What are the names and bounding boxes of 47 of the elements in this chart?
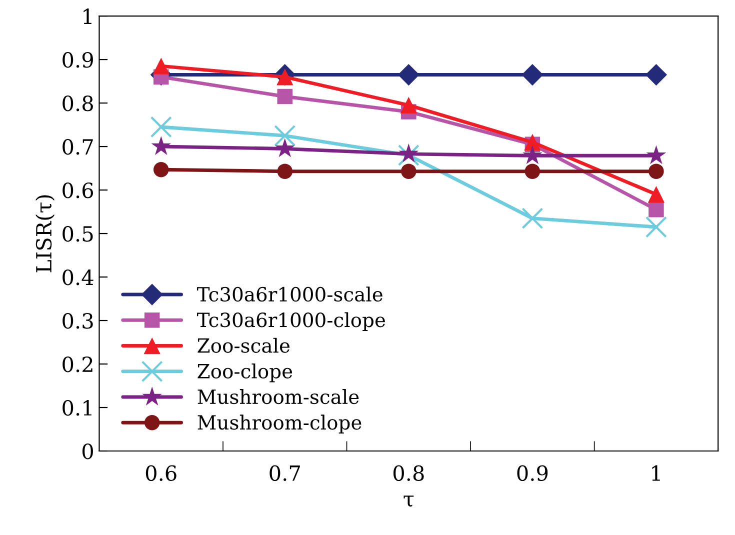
point — [153, 162, 169, 178]
legend-label: Mushroom-scale — [198, 389, 359, 404]
y-axis-title: LISR(τ) — [36, 195, 55, 272]
point — [648, 164, 664, 179]
y-tick-label: 0.5 — [62, 226, 93, 242]
point — [150, 116, 172, 138]
y-tick-label: 0.9 — [62, 52, 93, 68]
point — [648, 202, 664, 218]
point — [524, 164, 540, 179]
legend-label: Mushroom-clope — [198, 414, 362, 434]
x-tick-label: 0.7 — [270, 465, 300, 482]
y-tick-label: 0.8 — [62, 95, 93, 112]
point — [522, 208, 544, 230]
point — [645, 64, 668, 86]
point — [274, 124, 296, 146]
x-tick-label: 0.8 — [393, 465, 424, 482]
point — [648, 186, 665, 203]
point — [645, 216, 667, 238]
y-tick-label: 0.2 — [62, 356, 92, 372]
legend-label: Zoo-clope — [198, 363, 292, 382]
x-tick-label: 0.6 — [146, 465, 176, 482]
x-tick-label: 0.9 — [517, 465, 548, 482]
y-tick-label: 0.1 — [62, 400, 92, 416]
point — [522, 64, 544, 86]
y-tick-label: 0.7 — [62, 138, 93, 155]
point — [151, 136, 172, 155]
point — [274, 138, 295, 158]
legend-label: Tc30a6r1000-clope — [196, 312, 386, 332]
y-tick-label: 0.4 — [62, 269, 94, 286]
x-axis-title: τ — [404, 496, 414, 507]
point — [524, 134, 541, 151]
legend-label: Tc30a6r1000-scale — [196, 286, 382, 302]
point — [401, 164, 416, 179]
point — [277, 88, 293, 104]
point — [400, 96, 417, 114]
point — [277, 164, 293, 179]
y-tick-label: 0 — [82, 443, 93, 460]
point — [646, 145, 666, 164]
point — [398, 64, 420, 86]
point — [398, 144, 419, 162]
x-tick-label: 1 — [652, 465, 660, 481]
point — [522, 145, 542, 164]
y-tick-label: 0.3 — [62, 312, 93, 329]
legend-label: Zoo-scale — [198, 338, 290, 353]
y-tick-label: 1 — [84, 8, 92, 24]
y-tick-label: 0.6 — [62, 182, 94, 198]
point — [152, 58, 170, 74]
